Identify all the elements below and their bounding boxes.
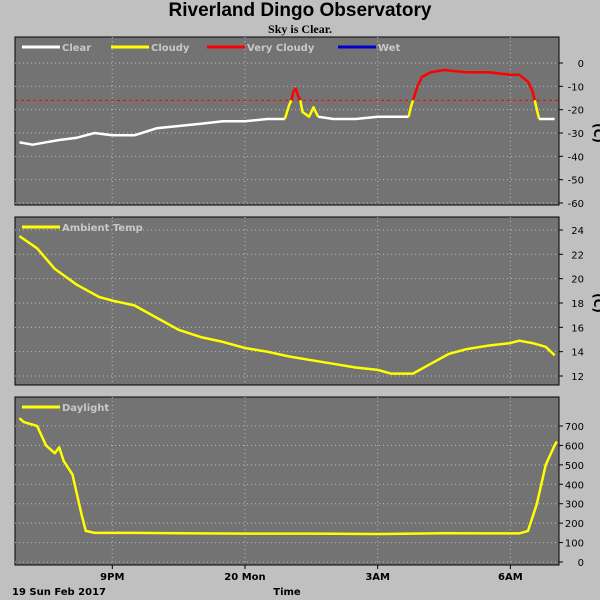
x-axis-label: Time [273, 587, 301, 598]
y-tick-label-ambient-temperature-6: 12 [571, 372, 584, 383]
x-tick-label-3: 6AM [498, 572, 523, 583]
series-line-sky-temperature-3 [299, 100, 320, 118]
y-tick-label-sky-temperature-0: 0 [578, 59, 584, 70]
series-line-sky-temperature-2 [290, 87, 302, 101]
series-line-sky-temperature-1 [283, 99, 293, 120]
legend-label-sky-temperature-3: Wet [378, 43, 400, 54]
y-tick-label-sky-temperature-1: -10 [568, 82, 584, 93]
y-tick-label-sky-temperature-2: -20 [568, 106, 584, 117]
chart-title: Riverland Dingo Observatory [168, 0, 432, 21]
series-line-ambient-temperature-0 [18, 235, 556, 375]
y-tick-label-sky-temperature-4: -40 [568, 152, 584, 163]
legend-label-daylight-0: Daylight [62, 403, 109, 414]
y-tick-label-daylight-5: 200 [565, 519, 584, 530]
x-tick-label-0: 9PM [100, 572, 124, 583]
y-tick-label-ambient-temperature-1: 22 [571, 250, 584, 261]
y-tick-label-daylight-0: 700 [565, 422, 584, 433]
legend-label-sky-temperature-1: Cloudy [151, 43, 190, 54]
y-tick-label-daylight-7: 0 [578, 558, 584, 569]
panel-sky-temperature [14, 36, 560, 206]
legend-label-sky-temperature-2: Very Cloudy [247, 43, 315, 54]
panel-daylight [14, 396, 560, 566]
y-tick-label-daylight-4: 300 [565, 500, 584, 511]
y-tick-label-ambient-temperature-5: 14 [571, 348, 584, 359]
series-line-daylight-0 [18, 417, 558, 536]
y-tick-label-ambient-temperature-3: 18 [571, 299, 584, 310]
y-tick-label-ambient-temperature-0: 24 [571, 226, 584, 237]
series-line-sky-temperature-5 [407, 99, 415, 117]
legend-label-sky-temperature-0: Clear [62, 43, 91, 54]
x-tick-label-2: 3AM [365, 572, 390, 583]
x-tick-label-1: 20 Mon [224, 572, 265, 583]
x-date-label: 19 Sun Feb 2017 [12, 587, 106, 598]
y-tick-label-daylight-2: 500 [565, 461, 584, 472]
series-line-sky-temperature-7 [533, 100, 541, 120]
series-line-sky-temperature-6 [411, 68, 536, 101]
y-tick-label-daylight-6: 100 [565, 539, 584, 550]
legend-label-ambient-temperature-0: Ambient Temp [62, 223, 143, 234]
y-tick-label-sky-temperature-6: -60 [568, 199, 584, 210]
y-tick-label-daylight-1: 600 [565, 441, 584, 452]
y-axis-unit-ambient-temperature: (C) [591, 293, 600, 313]
y-tick-label-ambient-temperature-4: 16 [571, 323, 584, 334]
series-line-sky-temperature-4 [317, 115, 409, 121]
y-tick-label-sky-temperature-3: -30 [568, 129, 584, 140]
y-axis-unit-sky-temperature: (C) [591, 123, 600, 143]
series-line-sky-temperature-0 [19, 117, 285, 146]
chart-subtitle: Sky is Clear. [268, 22, 332, 36]
y-tick-label-sky-temperature-5: -50 [568, 176, 584, 187]
y-tick-label-ambient-temperature-2: 20 [571, 275, 584, 286]
panel-ambient-temperature [14, 216, 560, 386]
y-tick-label-daylight-3: 400 [565, 480, 584, 491]
